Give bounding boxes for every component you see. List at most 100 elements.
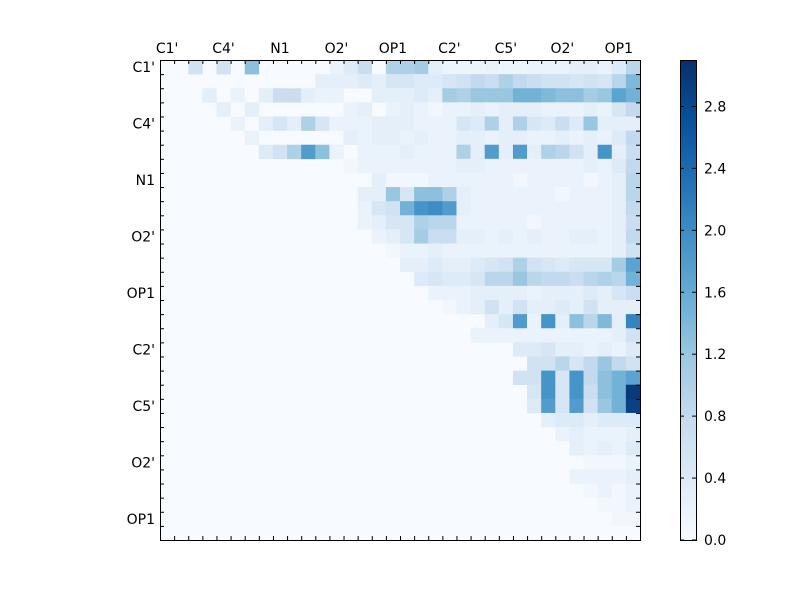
heatmap-cell [512,158,528,174]
heatmap-cell [498,60,514,75]
heatmap-cell [541,60,556,75]
heatmap-cell [555,172,570,188]
heatmap-cell [357,74,373,89]
heatmap-cell [414,74,429,89]
heatmap-cell [470,328,486,343]
heatmap-cell [597,229,613,244]
heatmap-cell [371,201,387,216]
heatmap-cell [597,398,613,414]
y-tick-label: OP1 [127,286,155,302]
heatmap-cell [625,187,641,202]
heatmap-cell [611,102,627,117]
heatmap-cell [442,215,457,230]
heatmap-cell [414,158,429,174]
heatmap-cell [385,60,401,75]
heatmap-cell [541,257,556,273]
heatmap-cell [569,201,584,216]
heatmap-cell [611,158,627,174]
heatmap-cell [541,300,556,315]
heatmap-cell [343,74,358,89]
heatmap-cell [541,130,556,146]
heatmap-cell [555,74,570,89]
heatmap-cell [329,74,344,89]
heatmap-cell [541,285,556,301]
colorbar-tick-label: 2.8 [704,100,726,116]
heatmap-cell [414,88,429,103]
heatmap-cell [456,74,471,89]
heatmap-cell [456,144,471,160]
heatmap-cell [428,102,443,117]
heatmap-cell [611,384,627,400]
heatmap-cell [442,187,457,202]
heatmap-cell [428,243,443,258]
heatmap-cell [541,370,556,386]
heatmap-cell [484,285,500,301]
heatmap-cell [216,60,231,75]
heatmap-cell [597,102,613,117]
heatmap-cell [484,88,500,103]
heatmap-cell [611,285,627,301]
heatmap-cell [611,356,627,371]
heatmap-cell [527,215,542,230]
heatmap-cell [569,427,584,442]
y-tick-label: C2' [132,342,155,358]
heatmap-cell [597,370,613,386]
heatmap-cell [470,158,486,174]
heatmap-cell [287,144,302,160]
heatmap-cell [583,243,598,258]
heatmap-cell [611,398,627,414]
heatmap-cell [258,88,274,103]
heatmap-cell [527,172,542,188]
heatmap-cell [512,243,528,258]
heatmap-cell [385,201,401,216]
heatmap-cell [527,314,542,329]
heatmap-cell [527,74,542,89]
heatmap-cell [428,215,443,230]
heatmap-cell [611,469,627,484]
heatmap-cell [428,229,443,244]
heatmap-cell [428,271,443,287]
heatmap-cell [456,285,471,301]
x-tick-label: C5' [495,41,518,57]
heatmap-cell [357,215,373,230]
heatmap-cell [428,201,443,216]
heatmap-cell [512,130,528,146]
heatmap-cell [597,187,613,202]
heatmap-cell [484,215,500,230]
heatmap-cell [498,144,514,160]
heatmap-cell [400,116,415,131]
heatmap-cell [442,88,457,103]
heatmap-cell [611,88,627,103]
heatmap-cell [625,511,641,527]
heatmap-cell [569,384,584,400]
heatmap-cell [498,74,514,89]
heatmap-cell [428,88,443,103]
heatmap-cell [456,172,471,188]
heatmap-cell [498,187,514,202]
heatmap-cell [541,412,556,428]
heatmap-cell [583,300,598,315]
heatmap-cell [555,257,570,273]
heatmap-cell [625,158,641,174]
heatmap-cell [428,172,443,188]
heatmap-cell [611,116,627,131]
heatmap-cell [527,356,542,371]
heatmap-cell [527,116,542,131]
heatmap-cell [456,201,471,216]
heatmap-cell [583,285,598,301]
heatmap-cell [625,356,641,371]
x-tick-label: OP1 [379,41,407,57]
heatmap-cell [569,314,584,329]
heatmap-cell [287,116,302,131]
x-tick-label: N1 [270,41,289,57]
heatmap-cell [400,215,415,230]
heatmap-cell [555,102,570,117]
heatmap-cell [597,215,613,230]
heatmap-cell [625,215,641,230]
heatmap-cell [512,116,528,131]
heatmap-cell [569,285,584,301]
heatmap-cell [357,158,373,174]
heatmap-cell [456,130,471,146]
heatmap-cell [611,511,627,527]
heatmap-cell [456,229,471,244]
